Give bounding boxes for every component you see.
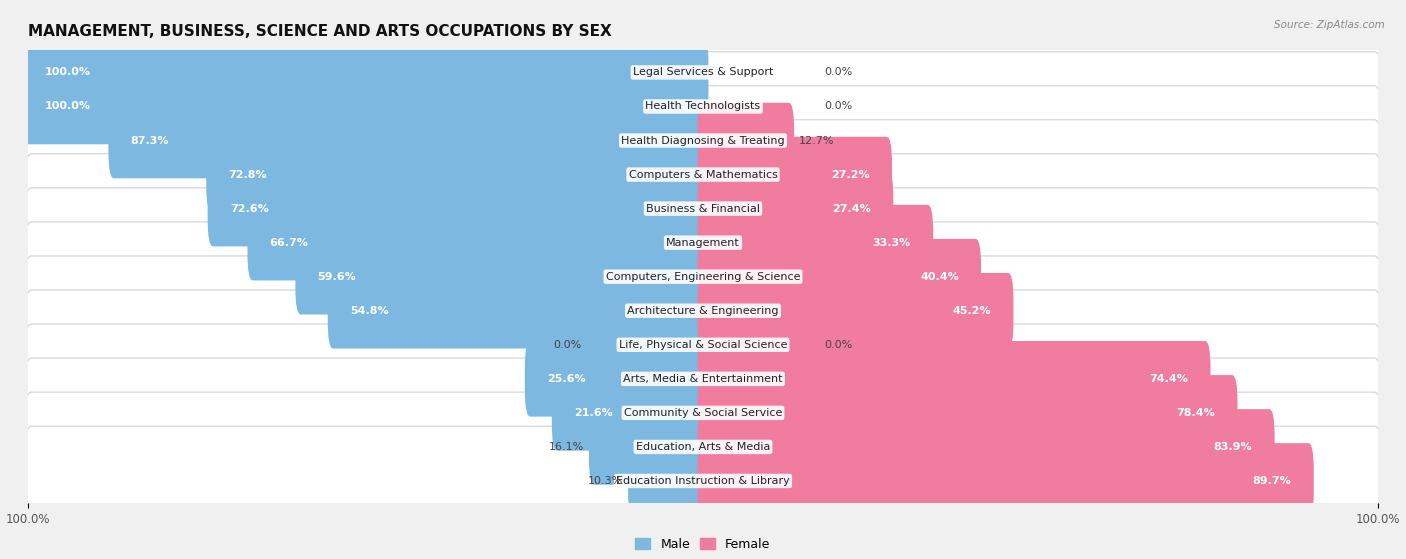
Text: Computers, Engineering & Science: Computers, Engineering & Science bbox=[606, 272, 800, 282]
Text: 33.3%: 33.3% bbox=[873, 238, 911, 248]
Text: 0.0%: 0.0% bbox=[824, 68, 852, 78]
FancyBboxPatch shape bbox=[697, 171, 893, 247]
Text: 59.6%: 59.6% bbox=[318, 272, 356, 282]
Text: Architecture & Engineering: Architecture & Engineering bbox=[627, 306, 779, 316]
Text: Business & Financial: Business & Financial bbox=[645, 203, 761, 214]
Text: 27.2%: 27.2% bbox=[831, 169, 870, 179]
FancyBboxPatch shape bbox=[108, 103, 709, 178]
FancyBboxPatch shape bbox=[24, 222, 1382, 331]
Text: 0.0%: 0.0% bbox=[824, 102, 852, 111]
FancyBboxPatch shape bbox=[24, 154, 1382, 263]
FancyBboxPatch shape bbox=[24, 290, 1382, 400]
Text: 27.4%: 27.4% bbox=[832, 203, 872, 214]
Text: 21.6%: 21.6% bbox=[574, 408, 613, 418]
Text: Arts, Media & Entertainment: Arts, Media & Entertainment bbox=[623, 374, 783, 384]
FancyBboxPatch shape bbox=[24, 51, 1382, 162]
Text: 25.6%: 25.6% bbox=[547, 374, 586, 384]
FancyBboxPatch shape bbox=[22, 35, 709, 110]
Text: Life, Physical & Social Science: Life, Physical & Social Science bbox=[619, 340, 787, 350]
FancyBboxPatch shape bbox=[697, 443, 1313, 519]
Text: 10.3%: 10.3% bbox=[588, 476, 623, 486]
Text: 87.3%: 87.3% bbox=[131, 135, 169, 145]
Text: 89.7%: 89.7% bbox=[1253, 476, 1292, 486]
Text: Computers & Mathematics: Computers & Mathematics bbox=[628, 169, 778, 179]
Text: 0.0%: 0.0% bbox=[554, 340, 582, 350]
FancyBboxPatch shape bbox=[24, 324, 1382, 434]
Text: 100.0%: 100.0% bbox=[45, 102, 91, 111]
FancyBboxPatch shape bbox=[24, 86, 1382, 195]
FancyBboxPatch shape bbox=[551, 375, 709, 451]
Text: 74.4%: 74.4% bbox=[1149, 374, 1188, 384]
Text: Management: Management bbox=[666, 238, 740, 248]
Text: 83.9%: 83.9% bbox=[1213, 442, 1253, 452]
FancyBboxPatch shape bbox=[697, 205, 934, 281]
FancyBboxPatch shape bbox=[24, 256, 1382, 366]
FancyBboxPatch shape bbox=[697, 137, 891, 212]
Text: MANAGEMENT, BUSINESS, SCIENCE AND ARTS OCCUPATIONS BY SEX: MANAGEMENT, BUSINESS, SCIENCE AND ARTS O… bbox=[28, 25, 612, 40]
FancyBboxPatch shape bbox=[524, 341, 709, 416]
FancyBboxPatch shape bbox=[697, 103, 794, 178]
FancyBboxPatch shape bbox=[24, 392, 1382, 502]
Text: Health Technologists: Health Technologists bbox=[645, 102, 761, 111]
Text: 45.2%: 45.2% bbox=[952, 306, 991, 316]
Text: Education Instruction & Library: Education Instruction & Library bbox=[616, 476, 790, 486]
FancyBboxPatch shape bbox=[697, 375, 1237, 451]
FancyBboxPatch shape bbox=[247, 205, 709, 281]
Text: 12.7%: 12.7% bbox=[799, 135, 834, 145]
FancyBboxPatch shape bbox=[24, 188, 1382, 297]
FancyBboxPatch shape bbox=[24, 18, 1382, 127]
FancyBboxPatch shape bbox=[697, 341, 1211, 416]
FancyBboxPatch shape bbox=[295, 239, 709, 315]
Text: Source: ZipAtlas.com: Source: ZipAtlas.com bbox=[1274, 20, 1385, 30]
Text: Legal Services & Support: Legal Services & Support bbox=[633, 68, 773, 78]
FancyBboxPatch shape bbox=[589, 409, 709, 485]
Legend: Male, Female: Male, Female bbox=[630, 533, 776, 556]
FancyBboxPatch shape bbox=[207, 137, 709, 212]
FancyBboxPatch shape bbox=[628, 443, 709, 519]
Text: 40.4%: 40.4% bbox=[920, 272, 959, 282]
FancyBboxPatch shape bbox=[22, 69, 709, 144]
Text: 66.7%: 66.7% bbox=[270, 238, 308, 248]
FancyBboxPatch shape bbox=[24, 120, 1382, 229]
Text: 0.0%: 0.0% bbox=[824, 340, 852, 350]
FancyBboxPatch shape bbox=[24, 426, 1382, 536]
Text: Education, Arts & Media: Education, Arts & Media bbox=[636, 442, 770, 452]
Text: 72.6%: 72.6% bbox=[231, 203, 269, 214]
FancyBboxPatch shape bbox=[697, 409, 1275, 485]
Text: 100.0%: 100.0% bbox=[45, 68, 91, 78]
FancyBboxPatch shape bbox=[697, 273, 1014, 349]
Text: 72.8%: 72.8% bbox=[229, 169, 267, 179]
Text: 54.8%: 54.8% bbox=[350, 306, 388, 316]
FancyBboxPatch shape bbox=[24, 358, 1382, 468]
Text: 78.4%: 78.4% bbox=[1177, 408, 1215, 418]
FancyBboxPatch shape bbox=[697, 239, 981, 315]
Text: Health Diagnosing & Treating: Health Diagnosing & Treating bbox=[621, 135, 785, 145]
Text: 16.1%: 16.1% bbox=[548, 442, 585, 452]
FancyBboxPatch shape bbox=[208, 171, 709, 247]
FancyBboxPatch shape bbox=[328, 273, 709, 349]
Text: Community & Social Service: Community & Social Service bbox=[624, 408, 782, 418]
